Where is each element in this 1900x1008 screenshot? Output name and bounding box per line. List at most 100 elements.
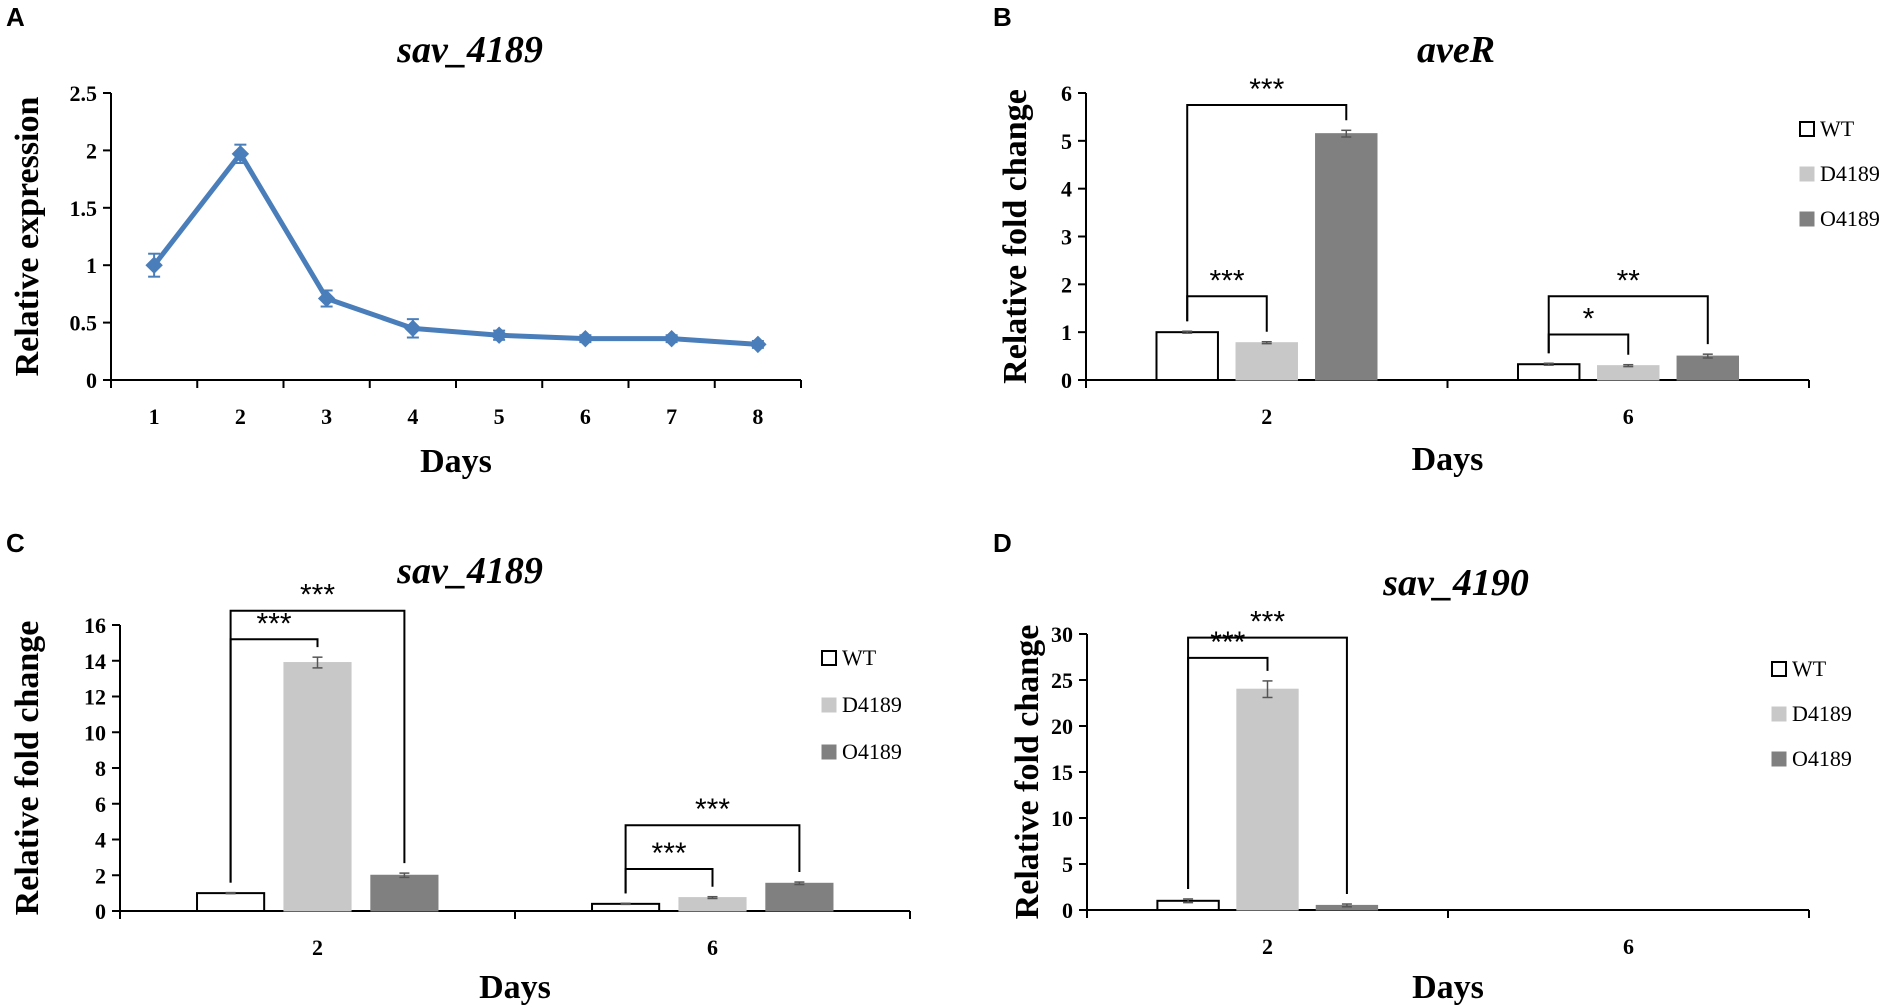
data-point: [317, 289, 336, 308]
y-tick-label: 30: [1051, 622, 1073, 647]
bar-wt: [1516, 363, 1581, 381]
y-tick-label: 5: [1061, 129, 1072, 154]
significance-label: *: [1583, 303, 1595, 336]
bar-o4189: [765, 882, 834, 912]
y-tick-label: 0: [95, 899, 106, 924]
x-tick-label: 2: [235, 404, 246, 429]
significance-bracket: [1547, 333, 1630, 355]
y-tick-label: 2: [1061, 272, 1072, 297]
significance-label: ***: [1209, 264, 1244, 297]
y-tick-label: 8: [95, 756, 106, 781]
legend-label-wt: WT: [1792, 656, 1827, 681]
legend-swatch-o4189: [1771, 751, 1787, 767]
y-axis-label: Relative fold change: [1009, 625, 1046, 920]
legend-swatch-wt: [821, 650, 837, 666]
x-tick-label: 6: [1623, 404, 1634, 429]
x-tick-label: 3: [321, 404, 332, 429]
x-tick-label: 8: [752, 404, 763, 429]
y-tick-label: 25: [1051, 668, 1073, 693]
legend-swatch-d4189: [1799, 166, 1815, 182]
bar-o4189: [1676, 355, 1740, 381]
x-tick-label: 6: [1623, 934, 1634, 959]
y-tick-label: 5: [1062, 852, 1073, 877]
significance-label: ***: [1210, 626, 1245, 659]
x-axis-label: Days: [1412, 441, 1484, 478]
bar-o4189: [370, 874, 439, 912]
bar-d4189: [1597, 365, 1660, 381]
legend-label-wt: WT: [1820, 116, 1855, 141]
chart-title: sav_4189: [396, 29, 543, 71]
panel-letter: D: [993, 528, 1012, 558]
y-tick-label: 10: [84, 720, 106, 745]
y-tick-label: 0: [86, 368, 97, 393]
y-tick-label: 0: [1061, 368, 1072, 393]
x-axis-label: Days: [420, 443, 492, 480]
y-tick-label: 6: [95, 792, 106, 817]
y-tick-label: 14: [84, 649, 106, 674]
legend-label-d4189: D4189: [1792, 701, 1852, 726]
legend-label-wt: WT: [842, 645, 877, 670]
x-tick-label: 2: [1261, 404, 1272, 429]
significance-label: ***: [652, 837, 687, 870]
y-tick-label: 4: [1061, 177, 1072, 202]
significance-label: ***: [695, 793, 730, 826]
x-axis-label: Days: [479, 969, 551, 1006]
significance-label: **: [1617, 264, 1641, 297]
y-tick-label: 3: [1061, 225, 1072, 250]
x-tick-label: 1: [149, 404, 160, 429]
legend-swatch-wt: [1799, 121, 1815, 137]
bar-d4189: [678, 897, 747, 912]
legend-label-o4189: O4189: [1792, 746, 1852, 771]
data-point: [662, 329, 681, 348]
y-tick-label: 20: [1051, 714, 1073, 739]
legend-label-d4189: D4189: [842, 692, 902, 717]
y-tick-label: 2.5: [70, 81, 98, 106]
legend-swatch-o4189: [821, 744, 837, 760]
bar-d4189: [1236, 688, 1299, 911]
significance-bracket: [624, 824, 801, 894]
y-tick-label: 16: [84, 613, 106, 638]
data-point: [576, 329, 595, 348]
y-axis-label: Relative fold change: [997, 89, 1034, 384]
series-line: [152, 151, 759, 347]
legend-swatch-d4189: [821, 697, 837, 713]
chart-title: aveR: [1417, 29, 1495, 71]
y-tick-label: 0: [1062, 898, 1073, 923]
y-tick-label: 2: [95, 863, 106, 888]
y-tick-label: 1.5: [70, 196, 98, 221]
data-point: [145, 256, 163, 274]
bar-o4189: [1315, 133, 1378, 381]
y-tick-label: 0.5: [70, 311, 98, 336]
x-axis-label: Days: [1412, 969, 1484, 1006]
y-axis-label: Relative fold change: [9, 621, 46, 916]
significance-bracket: [1186, 295, 1268, 332]
x-tick-label: 7: [666, 404, 677, 429]
bar-wt: [1155, 331, 1219, 381]
data-point: [490, 326, 508, 344]
x-tick-label: 5: [494, 404, 505, 429]
y-tick-label: 10: [1051, 806, 1073, 831]
legend-label-o4189: O4189: [842, 739, 902, 764]
y-tick-label: 1: [86, 253, 97, 278]
chart-title: sav_4189: [396, 550, 543, 592]
significance-bracket: [1547, 295, 1709, 354]
y-tick-label: 12: [84, 685, 106, 710]
legend-label-d4189: D4189: [1820, 161, 1880, 186]
significance-bracket: [624, 867, 714, 894]
significance-bracket: [1187, 636, 1348, 895]
y-tick-label: 4: [95, 828, 106, 853]
x-tick-label: 2: [1262, 934, 1273, 959]
x-tick-label: 2: [312, 935, 323, 960]
bar-wt: [196, 892, 266, 912]
bar-d4189: [1235, 342, 1298, 381]
legend-swatch-o4189: [1799, 211, 1815, 227]
data-point: [749, 335, 767, 354]
y-tick-label: 2: [86, 138, 97, 163]
panel-letter: C: [6, 528, 25, 558]
bar-d4189: [283, 662, 352, 912]
x-tick-label: 6: [707, 935, 718, 960]
data-point: [231, 145, 250, 163]
